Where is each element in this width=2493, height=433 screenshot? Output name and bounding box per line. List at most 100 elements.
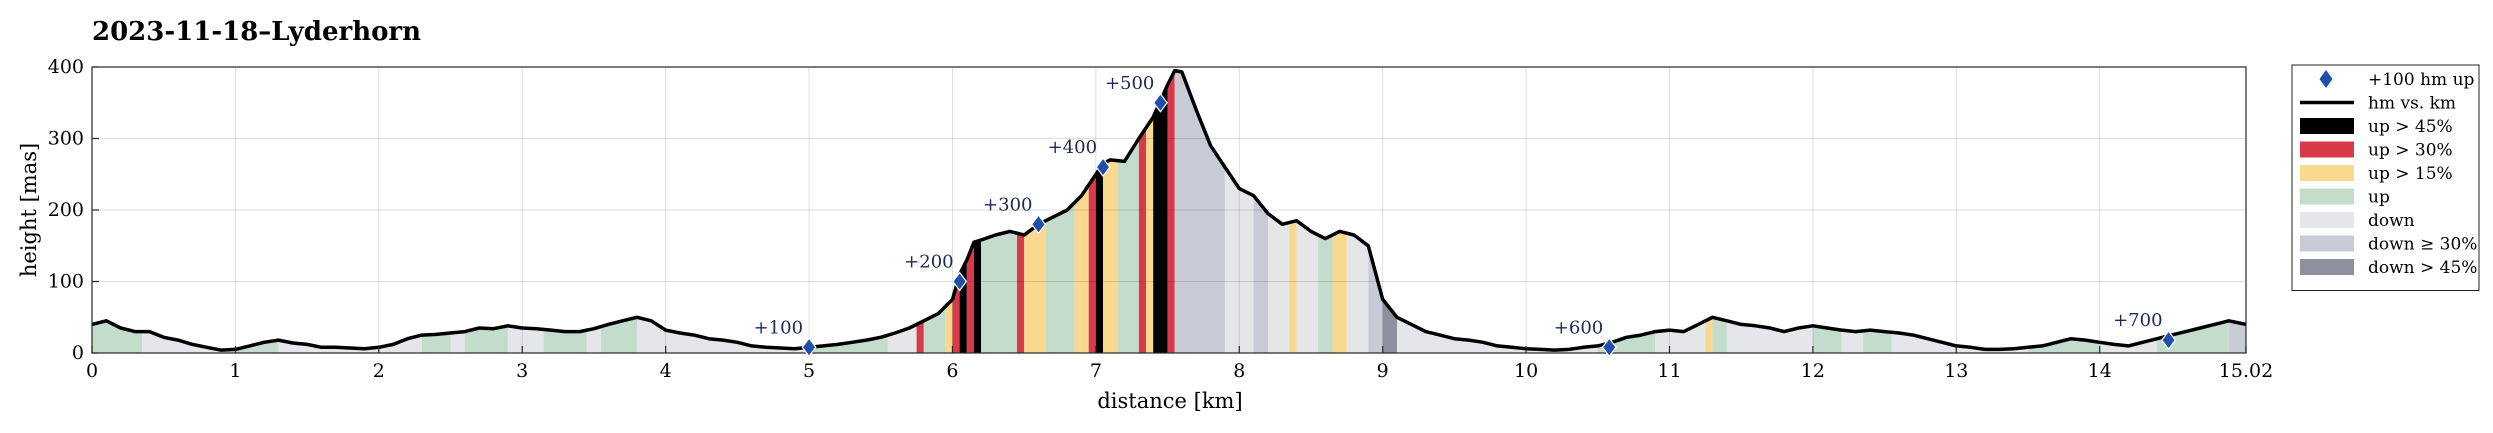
band-up15	[1103, 159, 1118, 353]
band-down	[1397, 317, 1527, 353]
band-up	[543, 329, 587, 353]
milestone-label: +700	[2113, 310, 2162, 331]
y-tick-label: 400	[48, 56, 84, 78]
band-up45	[1095, 163, 1103, 353]
band-down	[1726, 320, 1813, 353]
x-tick-label: 10	[1514, 360, 1538, 382]
y-axis-label: height [mas]	[17, 143, 41, 277]
legend-patch	[2300, 188, 2354, 205]
milestone-label: +600	[1554, 317, 1603, 338]
milestone-label: +500	[1105, 73, 1154, 94]
band-up45	[1153, 84, 1168, 354]
band-up45	[974, 240, 982, 353]
legend-label: up > 15%	[2368, 164, 2453, 184]
y-tick-label: 100	[48, 271, 84, 293]
band-up	[92, 320, 135, 353]
x-tick-label: 8	[1233, 360, 1245, 382]
band-down30	[2228, 320, 2246, 353]
x-tick-label: 13	[1944, 360, 1968, 382]
x-tick-labels: 0 1 2 3 4 5 6 7 8 9 10 11 12 13 14 15.02	[86, 360, 2273, 382]
band-up30	[916, 320, 924, 353]
profile-curve-group	[91, 68, 2247, 352]
band-up30	[1167, 70, 1175, 353]
band-down	[2099, 338, 2158, 353]
milestone-marker	[1095, 157, 1111, 178]
legend-patch	[2300, 212, 2354, 228]
band-up	[2028, 338, 2100, 353]
legend-marker	[2319, 70, 2333, 88]
legend-patch	[2300, 259, 2354, 275]
x-tick-label: 5	[803, 360, 815, 382]
band-up30	[1138, 127, 1147, 353]
legend-label: down > 45%	[2368, 258, 2477, 278]
x-tick-label: 12	[1801, 360, 1825, 382]
profile-line	[91, 68, 2247, 352]
band-up	[135, 331, 143, 353]
band-up	[923, 306, 946, 353]
milestone-label: +100	[754, 317, 803, 338]
milestone-marker	[801, 337, 817, 358]
band-up	[1712, 317, 1727, 353]
y-tick-label: 200	[48, 199, 84, 221]
legend-label: up > 45%	[2368, 117, 2453, 137]
band-up	[601, 317, 637, 353]
y-tick-label: 0	[72, 342, 84, 364]
band-up15	[1146, 117, 1154, 353]
band-down	[1296, 220, 1319, 353]
band-down	[450, 331, 465, 353]
band-up	[1812, 325, 1842, 353]
milestone-label: +300	[983, 194, 1032, 215]
milestone-marker	[952, 271, 968, 292]
band-down45	[1382, 299, 1397, 353]
band-up15	[945, 299, 953, 353]
milestone-marker	[1152, 92, 1168, 113]
milestone-marker	[1030, 214, 1046, 235]
band-down	[1841, 330, 1864, 353]
milestone-label: +400	[1048, 137, 1097, 158]
y-tick-label: 300	[48, 128, 84, 150]
legend-patch	[2300, 118, 2354, 134]
legend-label: down ≥ 30%	[2368, 235, 2477, 255]
x-tick-label: 0	[86, 360, 98, 382]
x-tick-label: 15.02	[2219, 360, 2273, 382]
legend-label: up > 30%	[2368, 141, 2453, 161]
band-up	[1863, 330, 1892, 353]
x-tick-label: 6	[946, 360, 958, 382]
band-up	[421, 333, 451, 353]
band-up15	[1289, 220, 1297, 353]
band-down	[1891, 332, 2028, 353]
band-up	[2157, 320, 2229, 353]
axes-frame	[91, 66, 2247, 354]
band-up	[1117, 138, 1139, 353]
x-tick-label: 7	[1090, 360, 1102, 382]
band-down30	[1253, 195, 1268, 353]
legend-patch	[2300, 235, 2354, 252]
band-down	[637, 317, 766, 353]
x-tick-label: 4	[660, 360, 672, 382]
band-up30	[1088, 174, 1096, 353]
x-tick-label: 1	[229, 360, 241, 382]
band-down30	[1174, 70, 1225, 353]
milestone-label: +200	[904, 252, 953, 273]
band-up15	[1332, 231, 1347, 353]
band-down	[507, 325, 544, 353]
legend-patch	[2300, 165, 2354, 181]
band-down30	[1368, 245, 1383, 353]
milestone-markers: +100 +200 +300 +400 +500 +600 +700	[754, 73, 2177, 358]
band-down	[142, 331, 236, 353]
band-up30	[966, 242, 974, 353]
milestone-marker	[2161, 330, 2177, 351]
band-down	[1346, 233, 1369, 353]
band-up15	[1705, 317, 1713, 353]
band-up15	[1024, 220, 1046, 353]
legend-label: up	[2368, 188, 2390, 208]
x-tick-label: 9	[1377, 360, 1389, 382]
legend-label: down	[2368, 211, 2415, 231]
y-tick-labels: 0 100 200 300 400	[48, 56, 84, 364]
band-up	[1318, 235, 1333, 353]
x-tick-label: 2	[373, 360, 385, 382]
milestone-marker	[1601, 337, 1617, 358]
band-down	[1268, 213, 1290, 353]
band-up30	[1017, 233, 1025, 353]
